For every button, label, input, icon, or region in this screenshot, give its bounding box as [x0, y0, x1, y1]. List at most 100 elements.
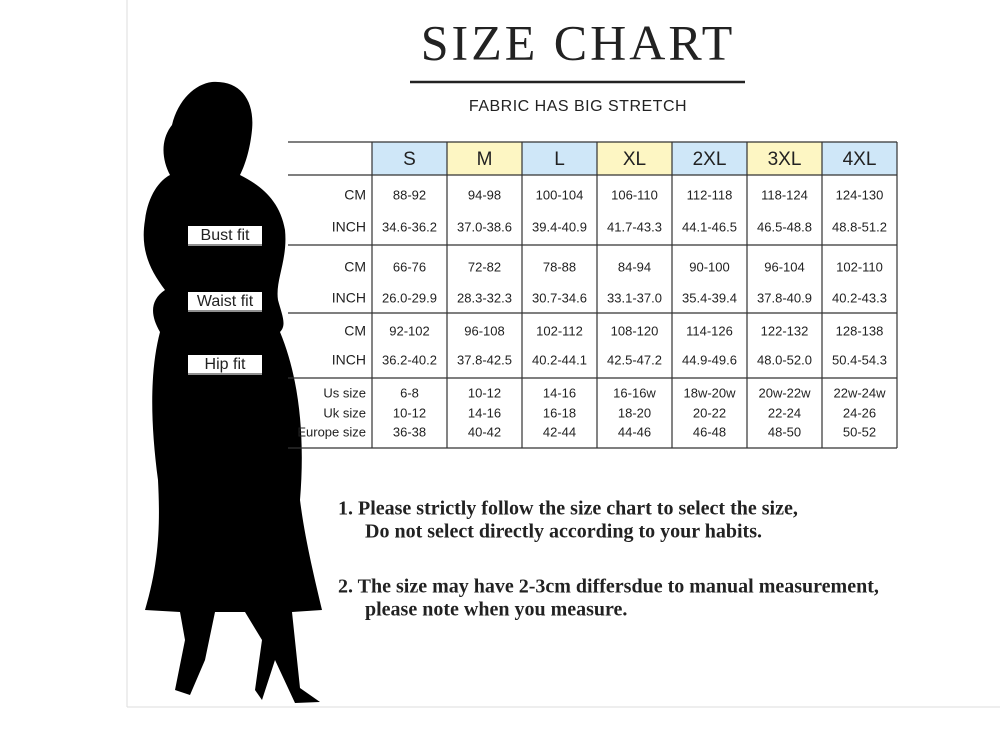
- size-cell: 10-12: [468, 385, 501, 400]
- size-cell: 100-104: [536, 187, 584, 202]
- size-cell: 37.8-42.5: [457, 352, 512, 367]
- size-cell: 35.4-39.4: [682, 290, 737, 305]
- size-cell: 10-12: [393, 405, 426, 420]
- size-cell: 124-130: [836, 187, 884, 202]
- size-cell: 39.4-40.9: [532, 219, 587, 234]
- size-cell: 30.7-34.6: [532, 290, 587, 305]
- size-cell: 20-22: [693, 405, 726, 420]
- fit-label: Bust fit: [201, 227, 250, 244]
- row-label: Us size: [323, 385, 366, 400]
- size-cell: 22w-24w: [833, 385, 886, 400]
- size-cell: 48.0-52.0: [757, 352, 812, 367]
- fit-label: Hip fit: [205, 356, 246, 373]
- label-bg: [188, 355, 262, 375]
- size-cell: 84-94: [618, 259, 651, 274]
- size-cell: 26.0-29.9: [382, 290, 437, 305]
- size-table: S M L XL 2XL 3XL 4XL CM 88-92 94-98 100-104 106-110…: [288, 141, 898, 449]
- size-cell: 44.9-49.6: [682, 352, 737, 367]
- size-header: 4XL: [843, 149, 877, 170]
- size-cell: 16-18: [543, 405, 576, 420]
- size-cell: 24-26: [843, 405, 876, 420]
- fit-label: Waist fit: [197, 293, 254, 310]
- size-cell: 72-82: [468, 259, 501, 274]
- size-cell: 50.4-54.3: [832, 352, 887, 367]
- size-cell: 118-124: [761, 187, 808, 202]
- size-cell: 18-20: [618, 405, 651, 420]
- size-cell: 48-50: [768, 424, 801, 439]
- size-cell: 36-38: [393, 424, 426, 439]
- row-label: Europe size: [297, 424, 366, 439]
- size-cell: 78-88: [543, 259, 576, 274]
- size-cell: 106-110: [611, 187, 658, 202]
- header-cell: [597, 142, 672, 175]
- row-label: CM: [344, 259, 366, 275]
- size-header: 2XL: [693, 149, 727, 170]
- size-cell: 33.1-37.0: [607, 290, 662, 305]
- note-line: 2. The size may have 2-3cm differsdue to…: [338, 576, 879, 598]
- size-cell: 20w-22w: [758, 385, 811, 400]
- size-cell: 46.5-48.8: [757, 219, 812, 234]
- label-bg: [188, 226, 262, 246]
- row-label: INCH: [332, 219, 366, 235]
- size-cell: 16-16w: [613, 385, 656, 400]
- note-line: please note when you measure.: [365, 599, 627, 621]
- subtitle: FABRIC HAS BIG STRETCH: [469, 98, 687, 115]
- note-line: 1. Please strictly follow the size chart…: [338, 498, 798, 520]
- label-bg: [188, 292, 262, 312]
- size-cell: 50-52: [843, 424, 876, 439]
- size-cell: 112-118: [687, 187, 733, 202]
- header-cell: [822, 142, 897, 175]
- size-cell: 122-132: [761, 323, 809, 338]
- size-cell: 34.6-36.2: [382, 219, 437, 234]
- size-cell: 18w-20w: [683, 385, 736, 400]
- size-cell: 66-76: [393, 259, 426, 274]
- size-header: 3XL: [768, 149, 802, 170]
- size-cell: 6-8: [400, 385, 419, 400]
- size-cell: 36.2-40.2: [382, 352, 437, 367]
- note-line: Do not select directly according to your…: [365, 521, 762, 543]
- size-cell: 40-42: [468, 424, 501, 439]
- size-cell: 102-112: [536, 323, 583, 338]
- header-cell: [672, 142, 747, 175]
- size-cell: 41.7-43.3: [607, 219, 662, 234]
- size-cell: 37.0-38.6: [457, 219, 512, 234]
- row-label: INCH: [332, 352, 366, 368]
- size-cell: 88-92: [393, 187, 426, 202]
- header-cell: [747, 142, 822, 175]
- size-cell: 14-16: [543, 385, 576, 400]
- size-cell: 48.8-51.2: [832, 219, 887, 234]
- size-header: S: [403, 149, 416, 170]
- size-cell: 40.2-43.3: [832, 290, 887, 305]
- size-cell: 128-138: [836, 323, 884, 338]
- size-cell: 37.8-40.9: [757, 290, 812, 305]
- size-cell: 96-108: [464, 323, 504, 338]
- size-cell: 22-24: [768, 405, 801, 420]
- size-cell: 92-102: [389, 323, 429, 338]
- size-cell: 42.5-47.2: [607, 352, 662, 367]
- title: SIZE CHART: [421, 14, 736, 70]
- size-header: M: [477, 149, 493, 170]
- size-cell: 44.1-46.5: [682, 219, 737, 234]
- size-cell: 14-16: [468, 405, 501, 420]
- size-cell: 96-104: [764, 259, 804, 274]
- size-header: XL: [623, 149, 646, 170]
- row-label: CM: [344, 323, 366, 339]
- header-cell: [447, 142, 522, 175]
- header-cell: [372, 142, 447, 175]
- size-cell: 94-98: [468, 187, 501, 202]
- size-cell: 108-120: [611, 323, 659, 338]
- size-cell: 40.2-44.1: [532, 352, 587, 367]
- size-cell: 90-100: [689, 259, 729, 274]
- size-cell: 28.3-32.3: [457, 290, 512, 305]
- row-label: Uk size: [323, 405, 366, 420]
- header-cell: [522, 142, 597, 175]
- size-header: L: [554, 149, 565, 170]
- size-cell: 42-44: [543, 424, 576, 439]
- row-label: CM: [344, 187, 366, 203]
- row-label: INCH: [332, 290, 366, 306]
- size-cell: 102-110: [836, 259, 883, 274]
- size-cell: 44-46: [618, 424, 651, 439]
- size-cell: 114-126: [686, 323, 733, 338]
- size-cell: 46-48: [693, 424, 726, 439]
